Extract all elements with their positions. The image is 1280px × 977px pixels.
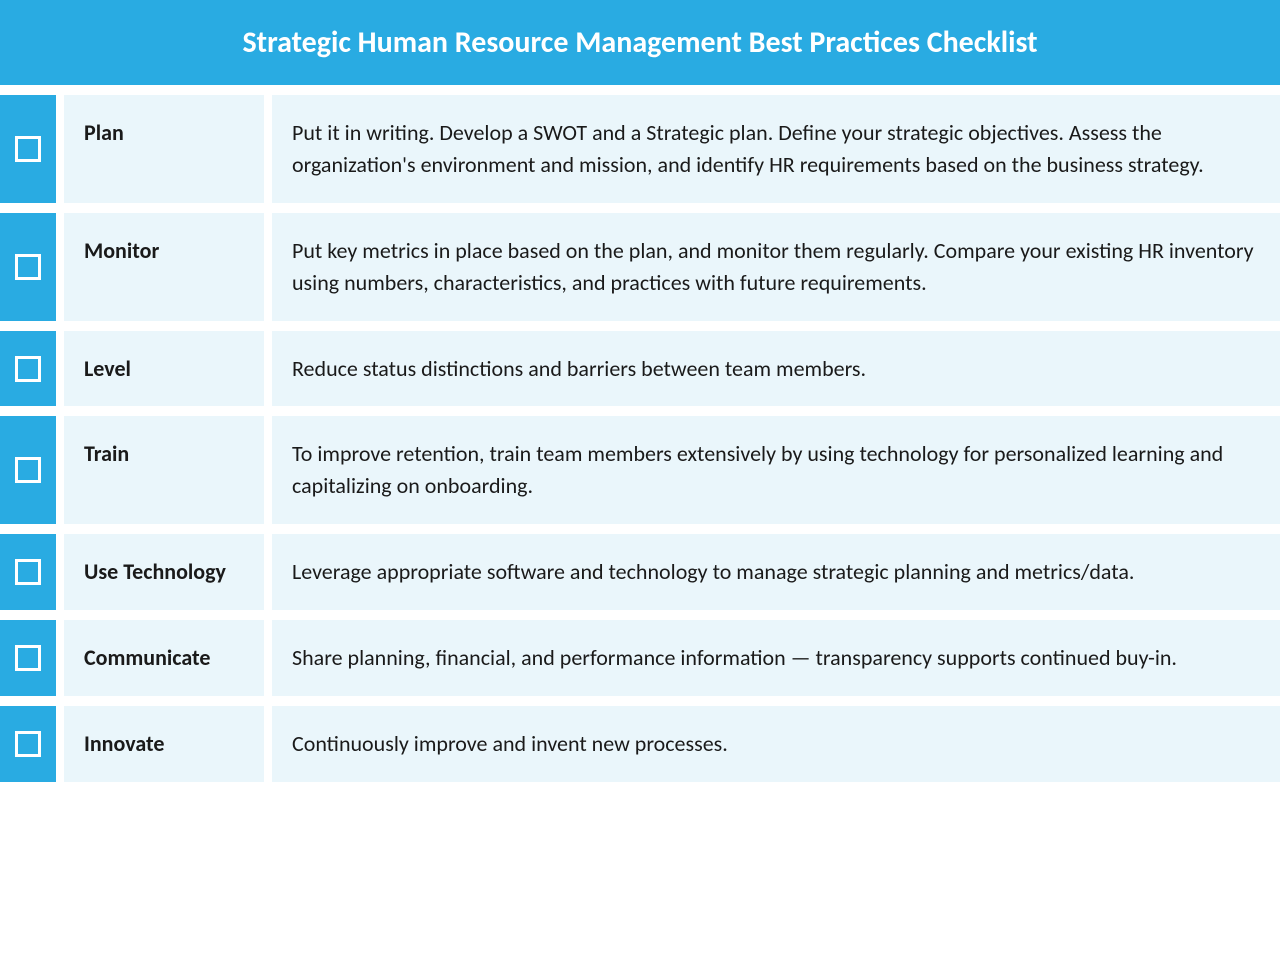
item-label: Innovate: [64, 706, 264, 782]
item-description: Put key metrics in place based on the pl…: [272, 213, 1280, 321]
checklist-title: Strategic Human Resource Management Best…: [0, 0, 1280, 85]
item-label: Level: [64, 331, 264, 407]
checkbox-cell: [0, 95, 56, 203]
checklist-row: CommunicateShare planning, financial, an…: [0, 620, 1280, 696]
checklist-row: TrainTo improve retention, train team me…: [0, 416, 1280, 524]
checklist-rows: PlanPut it in writing. Develop a SWOT an…: [0, 85, 1280, 782]
checkbox-cell: [0, 534, 56, 610]
checkbox-icon[interactable]: [15, 645, 41, 671]
checklist-row: InnovateContinuously improve and invent …: [0, 706, 1280, 782]
checkbox-icon[interactable]: [15, 559, 41, 585]
checkbox-cell: [0, 331, 56, 407]
item-label: Use Technology: [64, 534, 264, 610]
checkbox-cell: [0, 416, 56, 524]
item-label: Communicate: [64, 620, 264, 696]
checkbox-cell: [0, 620, 56, 696]
checklist-row: MonitorPut key metrics in place based on…: [0, 213, 1280, 321]
checkbox-icon[interactable]: [15, 356, 41, 382]
item-description: Leverage appropriate software and techno…: [272, 534, 1280, 610]
item-label: Monitor: [64, 213, 264, 321]
item-description: Share planning, financial, and performan…: [272, 620, 1280, 696]
checklist-container: Strategic Human Resource Management Best…: [0, 0, 1280, 782]
checkbox-cell: [0, 213, 56, 321]
item-description: Reduce status distinctions and barriers …: [272, 331, 1280, 407]
item-description: Continuously improve and invent new proc…: [272, 706, 1280, 782]
item-description: Put it in writing. Develop a SWOT and a …: [272, 95, 1280, 203]
checkbox-icon[interactable]: [15, 457, 41, 483]
checkbox-icon[interactable]: [15, 731, 41, 757]
checkbox-icon[interactable]: [15, 136, 41, 162]
checkbox-icon[interactable]: [15, 254, 41, 280]
checklist-row: PlanPut it in writing. Develop a SWOT an…: [0, 95, 1280, 203]
item-label: Train: [64, 416, 264, 524]
item-description: To improve retention, train team members…: [272, 416, 1280, 524]
checklist-row: Use TechnologyLeverage appropriate softw…: [0, 534, 1280, 610]
checkbox-cell: [0, 706, 56, 782]
checklist-row: LevelReduce status distinctions and barr…: [0, 331, 1280, 407]
item-label: Plan: [64, 95, 264, 203]
